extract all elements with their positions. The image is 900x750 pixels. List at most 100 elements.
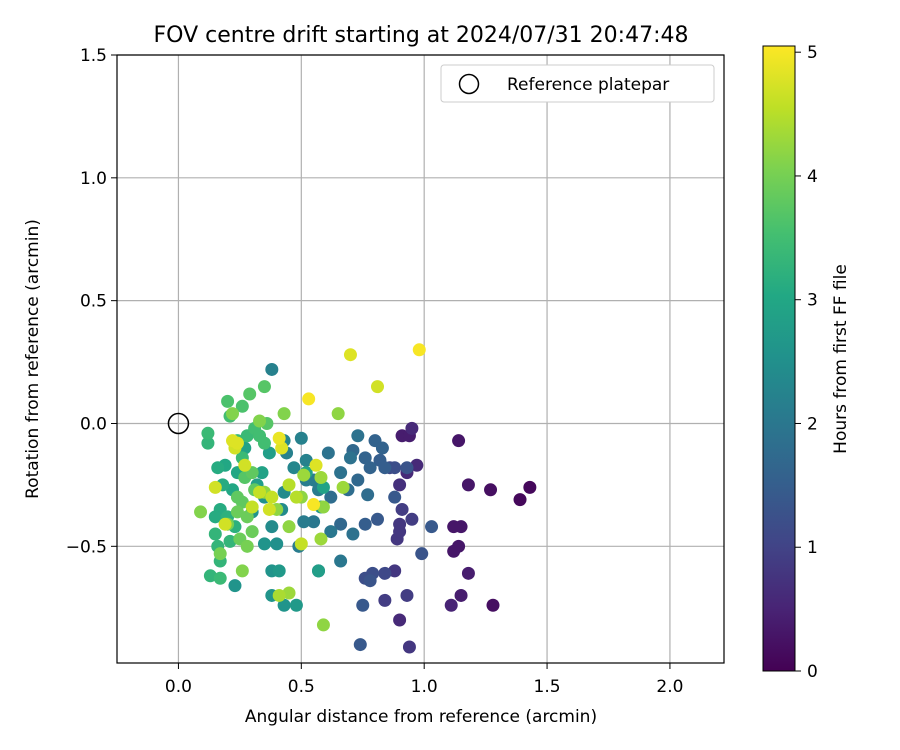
data-point bbox=[240, 510, 254, 524]
data-point bbox=[447, 544, 461, 558]
data-point bbox=[228, 579, 242, 593]
data-point bbox=[282, 478, 296, 492]
data-point bbox=[213, 571, 227, 585]
data-point bbox=[265, 362, 279, 376]
data-point bbox=[272, 564, 286, 578]
data-point bbox=[226, 407, 240, 421]
data-point bbox=[334, 466, 348, 480]
data-point bbox=[289, 490, 303, 504]
data-point bbox=[361, 488, 375, 502]
data-point bbox=[223, 534, 237, 548]
data-point bbox=[235, 399, 249, 413]
colorbar-tick-label: 3 bbox=[807, 291, 818, 311]
y-axis-label: Rotation from reference (arcmin) bbox=[23, 219, 43, 499]
x-tick-label: 1.5 bbox=[534, 677, 561, 697]
data-point bbox=[400, 588, 414, 602]
legend-reference-marker bbox=[458, 73, 480, 95]
data-point bbox=[523, 480, 537, 494]
data-point bbox=[378, 461, 392, 475]
data-point bbox=[316, 618, 330, 632]
data-point bbox=[351, 473, 365, 487]
data-point bbox=[353, 638, 367, 652]
data-point bbox=[277, 598, 291, 612]
data-point bbox=[265, 490, 279, 504]
data-point bbox=[194, 505, 208, 519]
colorbar-tick-label: 4 bbox=[807, 167, 818, 187]
data-point bbox=[415, 547, 429, 561]
legend-reference-label: Reference platepar bbox=[507, 75, 669, 95]
data-point bbox=[302, 392, 316, 406]
data-point bbox=[240, 539, 254, 553]
data-point bbox=[358, 451, 372, 465]
data-point bbox=[405, 512, 419, 526]
y-axis-ticks: −0.5 0.0 0.5 1.0 1.5 bbox=[66, 46, 117, 557]
legend: Reference platepar bbox=[440, 64, 715, 103]
data-point bbox=[324, 525, 338, 539]
colorbar-label: Hours from first FF file bbox=[831, 264, 851, 454]
x-tick-label: 0.0 bbox=[165, 677, 192, 697]
data-points bbox=[194, 343, 537, 654]
data-point bbox=[363, 574, 377, 588]
reference-platepar-marker bbox=[167, 412, 190, 435]
data-point bbox=[388, 564, 402, 578]
data-point bbox=[257, 436, 271, 450]
data-point bbox=[218, 517, 232, 531]
data-point bbox=[461, 566, 475, 580]
data-point bbox=[272, 431, 286, 445]
data-point bbox=[238, 458, 252, 472]
data-point bbox=[346, 527, 360, 541]
data-point bbox=[375, 441, 389, 455]
data-point bbox=[277, 407, 291, 421]
colorbar-tick-label: 1 bbox=[807, 538, 818, 558]
data-point bbox=[336, 480, 350, 494]
colorbar-ticks: 0 1 2 3 4 5 bbox=[795, 43, 818, 682]
legend-box bbox=[440, 64, 715, 103]
data-point bbox=[405, 421, 419, 435]
data-point bbox=[221, 394, 235, 408]
data-point bbox=[314, 532, 328, 546]
y-tick-label: 1.5 bbox=[80, 46, 107, 66]
data-point bbox=[370, 512, 384, 526]
data-point bbox=[257, 537, 271, 551]
data-point bbox=[343, 348, 357, 362]
data-point bbox=[312, 564, 326, 578]
data-point bbox=[393, 478, 407, 492]
y-tick-label: 0.0 bbox=[80, 414, 107, 434]
x-tick-label: 2.0 bbox=[656, 677, 683, 697]
data-point bbox=[282, 520, 296, 534]
data-point bbox=[265, 520, 279, 534]
data-point bbox=[243, 387, 257, 401]
data-point bbox=[321, 446, 335, 460]
data-point bbox=[402, 640, 416, 654]
data-point bbox=[461, 478, 475, 492]
data-point bbox=[378, 593, 392, 607]
chart-title: FOV centre drift starting at 2024/07/31 … bbox=[154, 23, 689, 48]
data-point bbox=[307, 498, 321, 512]
y-tick-label: −0.5 bbox=[66, 537, 107, 557]
data-point bbox=[370, 380, 384, 394]
data-point bbox=[262, 502, 276, 516]
data-point bbox=[245, 525, 259, 539]
data-point bbox=[208, 527, 222, 541]
data-point bbox=[299, 453, 313, 467]
data-point bbox=[235, 495, 249, 509]
data-point bbox=[425, 520, 439, 534]
data-point bbox=[454, 588, 468, 602]
data-point bbox=[270, 537, 284, 551]
data-point bbox=[388, 490, 402, 504]
data-point bbox=[486, 598, 500, 612]
data-point bbox=[316, 500, 330, 514]
data-point bbox=[211, 461, 225, 475]
data-point bbox=[316, 480, 330, 494]
colorbar: 0 1 2 3 4 5 Hours from first FF file bbox=[762, 43, 851, 682]
data-point bbox=[213, 547, 227, 561]
y-tick-label: 0.5 bbox=[80, 292, 107, 312]
colorbar-tick-label: 0 bbox=[807, 662, 818, 682]
data-point bbox=[395, 502, 409, 516]
data-point bbox=[334, 554, 348, 568]
x-tick-label: 0.5 bbox=[288, 677, 315, 697]
x-axis-ticks: 0.0 0.5 1.0 1.5 2.0 bbox=[165, 663, 683, 697]
data-point bbox=[314, 471, 328, 485]
